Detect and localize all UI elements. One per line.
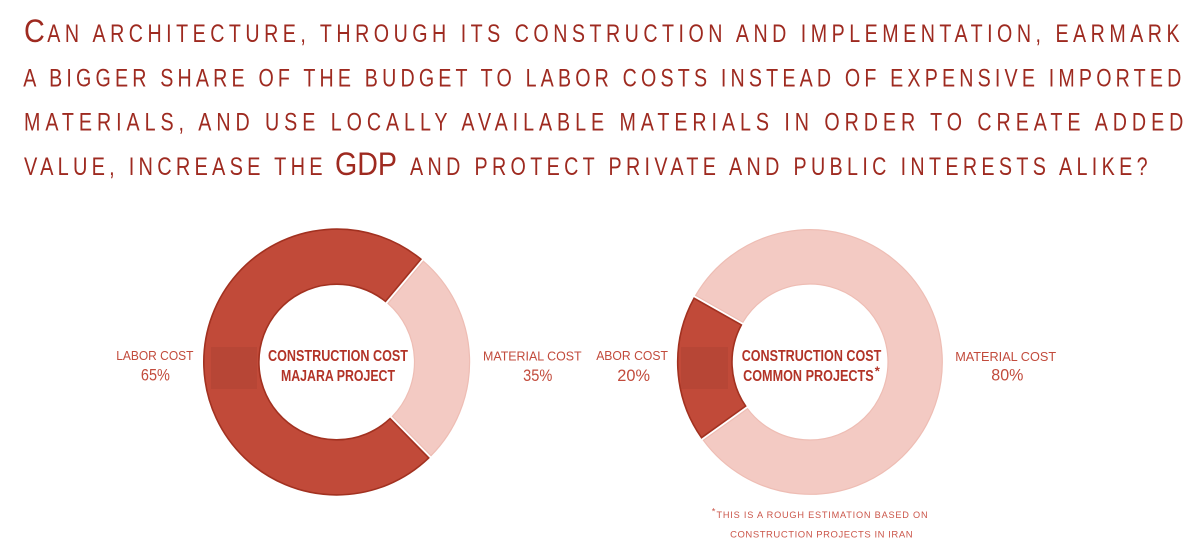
svg-text:MATERIALS, AND USE LOCALLY AVA: MATERIALS, AND USE LOCALLY AVAILABLE MAT…	[24, 109, 1188, 137]
svg-text:COMMON PROJECTS: COMMON PROJECTS	[743, 368, 874, 385]
svg-text:CONSTRUCTION COST: CONSTRUCTION COST	[268, 348, 408, 365]
svg-text:AN ARCHITECTURE, THROUGH ITS C: AN ARCHITECTURE, THROUGH ITS CONSTRUCTIO…	[47, 20, 1184, 48]
svg-text:A BIGGER SHARE OF THE BUDGET T: A BIGGER SHARE OF THE BUDGET TO LABOR CO…	[23, 64, 1185, 92]
svg-text:C: C	[24, 13, 45, 49]
svg-text:20%: 20%	[617, 366, 650, 385]
svg-text:ABOR COST: ABOR COST	[596, 348, 668, 363]
svg-text:MATERIAL COST: MATERIAL COST	[955, 349, 1056, 364]
svg-text:*: *	[712, 506, 716, 517]
svg-text:MATERIAL COST: MATERIAL COST	[483, 349, 582, 364]
svg-text:AND PROTECT PRIVATE AND PUBLIC: AND PROTECT PRIVATE AND PUBLIC INTERESTS…	[410, 153, 1152, 181]
svg-text:35%: 35%	[523, 366, 552, 385]
svg-text:MAJARA PROJECT: MAJARA PROJECT	[281, 368, 395, 385]
svg-text:*: *	[875, 364, 881, 379]
svg-text:80%: 80%	[991, 366, 1023, 385]
svg-text:CONSTRUCTION COST: CONSTRUCTION COST	[742, 348, 882, 365]
svg-text:CONSTRUCTION PROJECTS IN IRAN: CONSTRUCTION PROJECTS IN IRAN	[730, 528, 913, 539]
svg-text:GDP: GDP	[335, 146, 397, 182]
svg-text:LABOR COST: LABOR COST	[116, 348, 193, 363]
svg-text:65%: 65%	[141, 366, 170, 385]
svg-text:THIS IS A ROUGH ESTIMATION BAS: THIS IS A ROUGH ESTIMATION BASED ON	[717, 509, 929, 520]
svg-text:VALUE, INCREASE THE: VALUE, INCREASE THE	[24, 153, 327, 181]
